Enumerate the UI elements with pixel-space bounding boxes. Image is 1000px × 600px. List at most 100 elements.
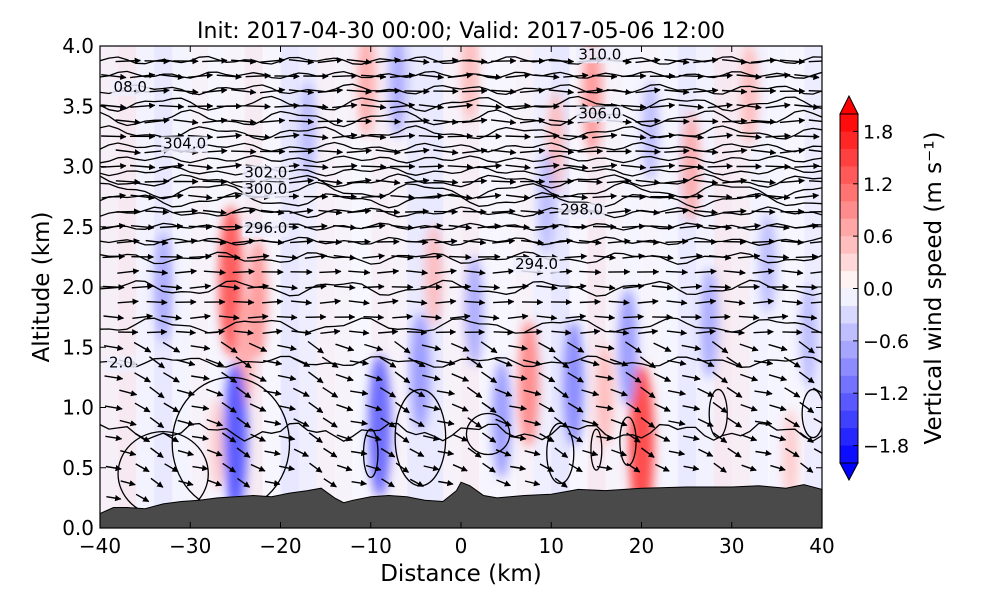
downdraft-cell <box>465 256 484 367</box>
wind-vector <box>476 162 502 170</box>
wind-vector <box>567 341 585 353</box>
wind-vector <box>553 416 569 429</box>
wind-vector <box>349 359 369 366</box>
wind-vector <box>174 238 198 245</box>
wind-vector <box>809 210 822 213</box>
wind-vector <box>346 177 372 184</box>
wind-vector <box>750 118 777 125</box>
wind-vector <box>293 448 309 457</box>
wind-vector <box>145 208 170 216</box>
wind-vector <box>276 314 298 321</box>
wind-vector <box>476 73 502 81</box>
wind-vector <box>206 418 224 427</box>
wind-vector <box>768 343 788 352</box>
wind-vector <box>380 447 396 458</box>
colorbar-tick-label: −1.8 <box>863 436 909 458</box>
wind-vector <box>808 90 822 92</box>
wind-vector <box>626 432 641 443</box>
wind-vector <box>274 132 300 139</box>
wind-vector <box>449 283 472 290</box>
wind-vector <box>274 102 300 109</box>
colorbar-extend-min <box>839 462 859 482</box>
wind-vector <box>236 447 251 458</box>
wind-vector <box>406 299 428 306</box>
wind-vector <box>635 148 661 155</box>
wind-vector <box>335 373 354 382</box>
wind-vector <box>563 164 589 171</box>
wind-vector <box>462 117 488 124</box>
wind-vector <box>375 148 401 156</box>
wind-vector <box>750 87 777 95</box>
wind-vector <box>278 435 296 442</box>
wind-vector <box>752 268 775 275</box>
wind-vector <box>548 118 575 126</box>
wind-vector <box>351 479 368 487</box>
wind-vector <box>754 389 773 397</box>
wind-vector <box>391 254 414 261</box>
wind-vector <box>221 402 237 413</box>
contour-label: 08.0 <box>114 78 147 96</box>
wind-vector <box>505 133 531 140</box>
wind-vector <box>538 402 555 413</box>
wind-vector <box>362 222 386 230</box>
closed-contour <box>546 422 575 485</box>
wind-vector <box>722 147 748 154</box>
wind-vector <box>650 224 675 231</box>
wind-vector <box>593 284 616 291</box>
wind-vector <box>649 132 676 139</box>
wind-vector <box>231 118 257 126</box>
wind-vector <box>577 178 603 186</box>
wind-vector <box>636 239 660 246</box>
wind-vector <box>668 450 686 457</box>
wind-vector <box>307 371 324 384</box>
contour-label: 310.0 <box>578 45 621 63</box>
wind-vector <box>785 447 800 458</box>
wind-vector <box>361 103 387 111</box>
wind-vector <box>812 357 822 364</box>
contour-label: 294.0 <box>515 255 558 273</box>
wind-vector <box>539 463 555 473</box>
wind-vector <box>405 208 430 215</box>
wind-vector <box>611 449 627 457</box>
wind-vector <box>765 72 791 79</box>
contour-label: 302.0 <box>244 163 287 181</box>
wind-vector <box>130 163 156 171</box>
wind-vector <box>737 253 761 260</box>
wind-vector <box>493 298 515 305</box>
wind-vector <box>303 103 329 111</box>
wind-vector <box>622 283 645 290</box>
wind-vector <box>362 253 386 260</box>
wind-vector <box>350 449 368 457</box>
wind-vector <box>144 58 170 65</box>
wind-vectors <box>101 57 822 503</box>
wind-vector <box>389 102 416 109</box>
wind-vector <box>779 58 806 65</box>
wind-vector <box>277 344 297 352</box>
wind-vector <box>727 447 742 458</box>
wind-vector <box>708 224 733 231</box>
wind-vector <box>592 73 618 80</box>
wind-vector <box>247 313 269 320</box>
contour-label: 2.0 <box>109 354 133 372</box>
wind-vector <box>249 372 267 382</box>
wind-vector <box>116 238 140 245</box>
wind-vector <box>288 148 315 155</box>
wind-vector <box>346 58 372 65</box>
wind-vector <box>594 314 616 321</box>
wind-vector <box>553 386 569 399</box>
wind-vector <box>418 73 445 81</box>
wind-vector <box>452 464 468 472</box>
wind-vector <box>319 298 342 305</box>
wind-vector <box>548 88 575 96</box>
wind-vector <box>766 254 790 261</box>
wind-vector <box>565 283 587 290</box>
y-tick-label: 1.0 <box>62 396 94 420</box>
wind-vector <box>447 102 474 109</box>
wind-vector <box>666 329 688 336</box>
wind-vector <box>406 269 429 276</box>
theta-contour-298 <box>100 206 822 219</box>
theta-contour-305 <box>100 125 822 141</box>
wind-vector <box>765 194 791 201</box>
